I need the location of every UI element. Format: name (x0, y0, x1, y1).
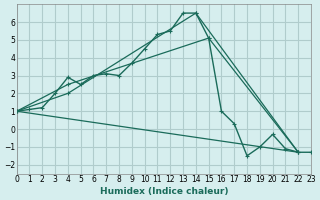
X-axis label: Humidex (Indice chaleur): Humidex (Indice chaleur) (100, 187, 228, 196)
